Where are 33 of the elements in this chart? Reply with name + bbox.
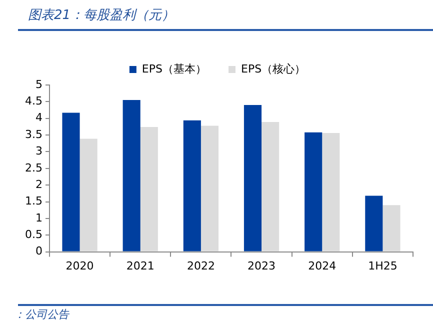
- chart-title: 图表21：每股盈利（元）: [28, 7, 175, 24]
- x-tick-label: 2024: [308, 259, 336, 272]
- bar: [200, 126, 219, 252]
- bar: [183, 120, 201, 252]
- x-tick-label: 1H25: [368, 259, 398, 272]
- y-tick-label: 1.5: [24, 194, 42, 208]
- bar: [304, 132, 322, 252]
- x-tick-label: 2022: [186, 259, 215, 272]
- bar: [322, 133, 340, 252]
- y-tick-label: 1: [35, 211, 42, 224]
- y-tick-label: 2: [35, 178, 42, 191]
- bar: [382, 205, 400, 252]
- y-tick-label: 4.5: [24, 94, 42, 108]
- y-tick-label: 0: [35, 244, 42, 258]
- bar: [80, 138, 98, 252]
- bar: [140, 127, 158, 252]
- text: ：公司公告: [14, 307, 69, 322]
- bar: [262, 122, 280, 252]
- x-tick-label: 2023: [248, 259, 276, 272]
- y-tick-label: 3: [35, 144, 42, 158]
- y-tick-label: 5: [35, 78, 42, 91]
- bar: [244, 105, 262, 252]
- bar: [122, 100, 140, 252]
- legend-label: EPS（核心）: [241, 62, 306, 76]
- y-tick-label: 4: [35, 111, 42, 124]
- bar: [365, 196, 383, 252]
- x-tick-label: 2020: [66, 259, 94, 272]
- legend-label: EPS（基本）: [142, 62, 207, 76]
- bar: [62, 112, 80, 252]
- y-tick-label: 0.5: [24, 228, 42, 241]
- x-tick-label: 2021: [126, 259, 154, 272]
- y-tick-label: 2.5: [24, 161, 42, 174]
- y-tick-label: 3.5: [24, 128, 42, 141]
